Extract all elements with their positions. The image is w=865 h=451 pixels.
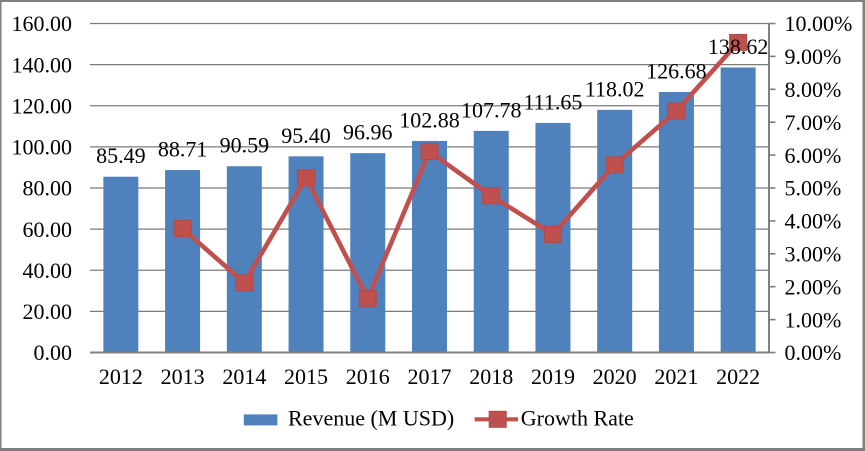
svg-text:0.00: 0.00 bbox=[34, 340, 73, 365]
svg-text:111.65: 111.65 bbox=[524, 89, 583, 114]
svg-text:140.00: 140.00 bbox=[12, 52, 73, 77]
svg-text:2013: 2013 bbox=[161, 364, 205, 389]
svg-text:100.00: 100.00 bbox=[12, 135, 73, 160]
svg-text:102.88: 102.88 bbox=[399, 107, 460, 132]
svg-text:2012: 2012 bbox=[99, 364, 143, 389]
svg-text:138.62: 138.62 bbox=[708, 34, 769, 59]
svg-text:2022: 2022 bbox=[716, 364, 760, 389]
svg-text:80.00: 80.00 bbox=[23, 176, 73, 201]
svg-text:Revenue (M USD): Revenue (M USD) bbox=[288, 405, 454, 430]
svg-text:2016: 2016 bbox=[346, 364, 390, 389]
svg-text:95.40: 95.40 bbox=[281, 123, 331, 148]
svg-text:90.59: 90.59 bbox=[220, 133, 270, 158]
svg-text:4.00%: 4.00% bbox=[785, 209, 842, 234]
svg-text:40.00: 40.00 bbox=[23, 258, 73, 283]
svg-text:126.68: 126.68 bbox=[646, 59, 707, 84]
svg-text:6.00%: 6.00% bbox=[785, 143, 842, 168]
svg-text:2018: 2018 bbox=[469, 364, 513, 389]
svg-text:85.49: 85.49 bbox=[96, 143, 146, 168]
svg-text:60.00: 60.00 bbox=[23, 217, 73, 242]
svg-text:2021: 2021 bbox=[654, 364, 698, 389]
svg-text:7.00%: 7.00% bbox=[785, 110, 842, 135]
svg-text:Growth Rate: Growth Rate bbox=[521, 405, 634, 430]
svg-text:2019: 2019 bbox=[531, 364, 575, 389]
svg-text:120.00: 120.00 bbox=[12, 93, 73, 118]
svg-text:3.00%: 3.00% bbox=[785, 242, 842, 267]
svg-text:9.00%: 9.00% bbox=[785, 44, 842, 69]
svg-text:10.00%: 10.00% bbox=[785, 11, 853, 36]
svg-text:2020: 2020 bbox=[593, 364, 637, 389]
svg-text:96.96: 96.96 bbox=[343, 120, 393, 145]
svg-text:107.78: 107.78 bbox=[461, 97, 522, 122]
svg-text:2014: 2014 bbox=[222, 364, 266, 389]
svg-text:118.02: 118.02 bbox=[585, 76, 645, 101]
svg-text:5.00%: 5.00% bbox=[785, 176, 842, 201]
svg-text:88.71: 88.71 bbox=[158, 137, 208, 162]
svg-text:8.00%: 8.00% bbox=[785, 77, 842, 102]
svg-text:160.00: 160.00 bbox=[12, 11, 73, 36]
svg-text:2.00%: 2.00% bbox=[785, 274, 842, 299]
svg-text:0.00%: 0.00% bbox=[785, 340, 842, 365]
svg-text:1.00%: 1.00% bbox=[785, 307, 842, 332]
svg-text:2015: 2015 bbox=[284, 364, 328, 389]
svg-text:2017: 2017 bbox=[408, 364, 452, 389]
svg-text:20.00: 20.00 bbox=[23, 299, 73, 324]
